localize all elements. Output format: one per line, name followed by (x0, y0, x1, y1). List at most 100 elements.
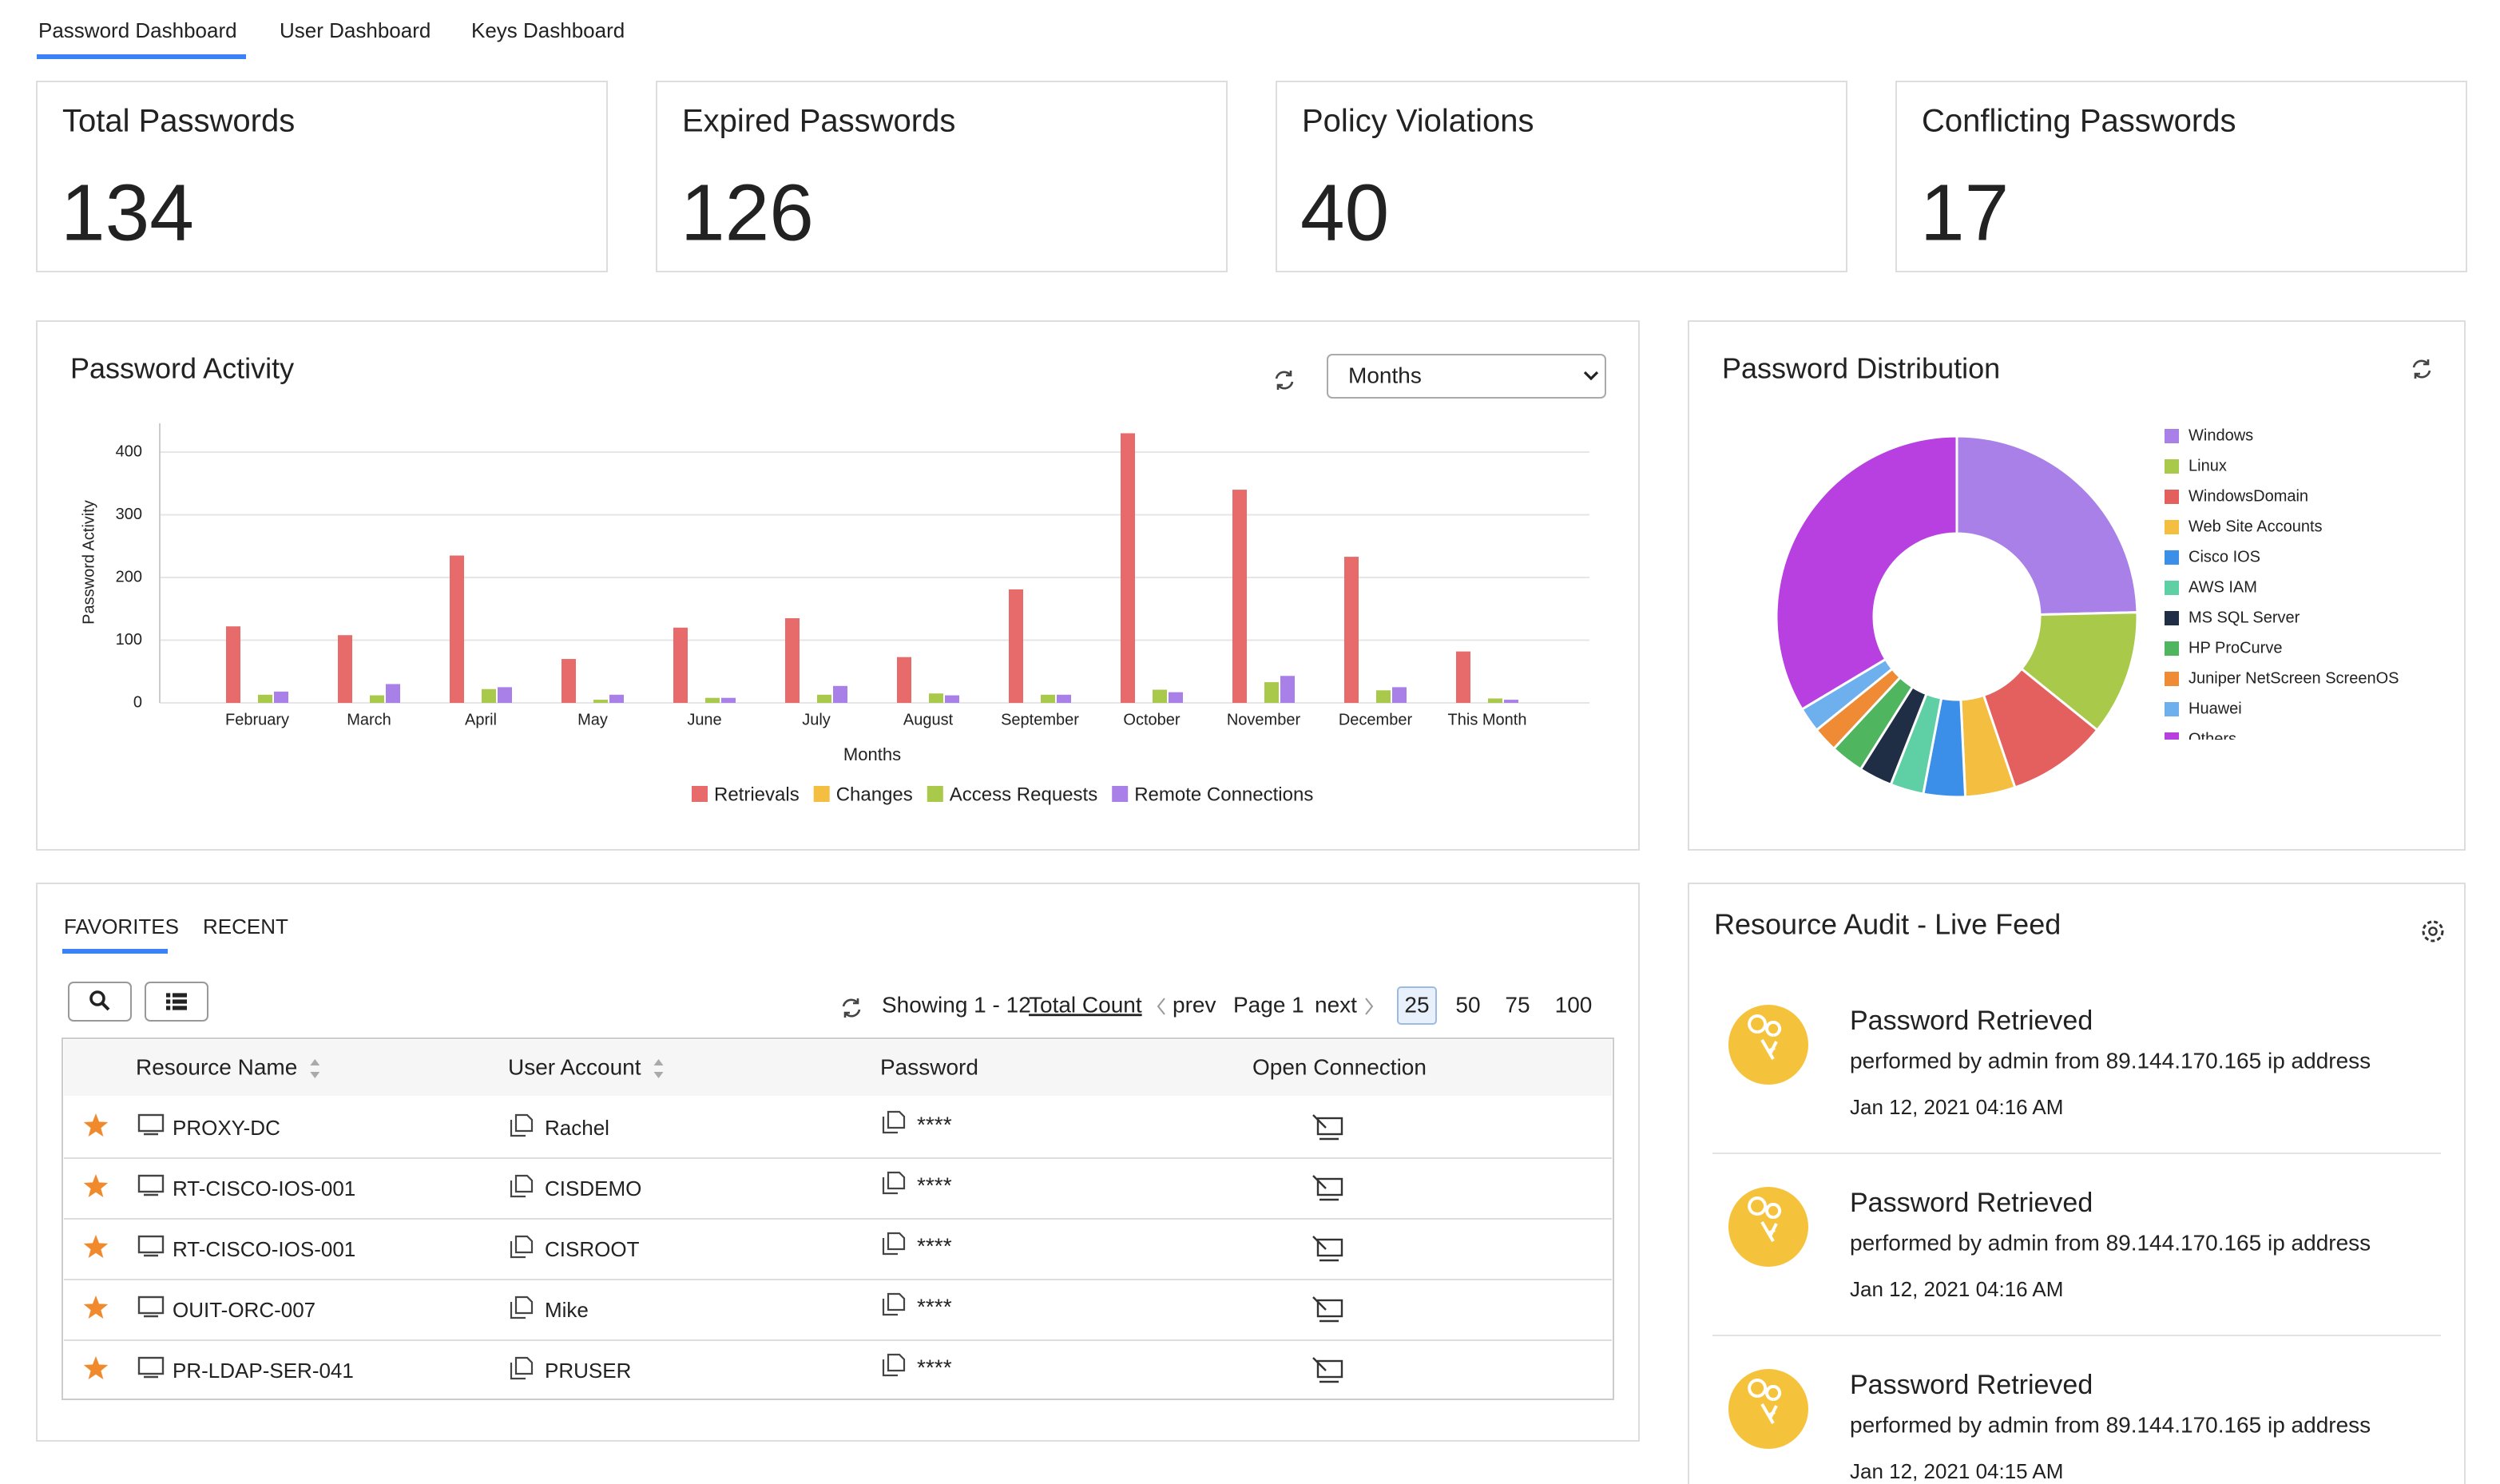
total-count-link[interactable]: Total Count (1029, 992, 1142, 1017)
copy-icon[interactable] (510, 1174, 534, 1198)
legend-swatch[interactable] (2165, 490, 2179, 504)
bar (705, 697, 720, 703)
bar (1153, 689, 1167, 703)
column-header[interactable]: Resource Name (136, 1054, 297, 1079)
legend-label[interactable]: Retrievals (714, 784, 800, 805)
page-size-option[interactable]: 50 (1455, 992, 1480, 1017)
copy-icon[interactable] (882, 1110, 906, 1134)
legend-swatch[interactable] (2165, 611, 2179, 625)
key-icon (1748, 1196, 1782, 1243)
favorite-star[interactable] (83, 1235, 109, 1258)
page-size-option[interactable]: 75 (1505, 992, 1530, 1017)
legend-swatch[interactable] (2165, 672, 2179, 686)
legend-swatch[interactable] (2165, 429, 2179, 443)
legend-swatch[interactable] (2165, 581, 2179, 595)
y-tick-label: 200 (116, 568, 142, 585)
sort-icon[interactable] (653, 1059, 664, 1078)
legend-label[interactable]: Linux (2188, 457, 2227, 474)
period-select[interactable] (1327, 354, 1606, 399)
legend-label[interactable]: Access Requests (950, 784, 1097, 805)
table-header (64, 1040, 1612, 1096)
page-size-selected (1397, 986, 1437, 1025)
refresh-icon[interactable] (2412, 359, 2431, 379)
legend-label[interactable]: Web Site Accounts (2188, 518, 2323, 535)
resource-link[interactable]: RT-CISCO-IOS-001 (173, 1237, 355, 1261)
search-icon (89, 990, 105, 1006)
page-size-option[interactable]: 100 (1555, 992, 1593, 1017)
prev-link[interactable]: prev (1173, 992, 1216, 1017)
copy-icon[interactable] (882, 1232, 906, 1256)
connection-icon[interactable] (1316, 1359, 1343, 1379)
legend-swatch[interactable] (2165, 550, 2179, 565)
connection-icon[interactable] (1316, 1117, 1343, 1136)
legend-swatch[interactable] (2165, 702, 2179, 716)
legend-label[interactable]: Changes (836, 784, 913, 805)
refresh-icon[interactable] (1275, 371, 1294, 390)
resource-link[interactable]: RT-CISCO-IOS-001 (173, 1176, 355, 1200)
bar (1376, 690, 1391, 703)
account-link[interactable]: PRUSER (545, 1359, 631, 1383)
x-tick-label: August (903, 711, 954, 728)
copy-icon[interactable] (882, 1171, 906, 1195)
bar (929, 693, 943, 703)
table-tab[interactable]: RECENT (203, 915, 288, 938)
legend-swatch[interactable] (2165, 520, 2179, 534)
resource-link[interactable]: PROXY-DC (173, 1116, 280, 1140)
legend-swatch[interactable] (2165, 732, 2179, 747)
favorite-star[interactable] (83, 1296, 109, 1319)
legend-label[interactable]: MS SQL Server (2188, 609, 2300, 626)
copy-icon[interactable] (882, 1353, 906, 1377)
copy-icon[interactable] (510, 1113, 534, 1137)
legend-label[interactable]: WindowsDomain (2188, 487, 2308, 505)
legend-swatch[interactable] (1112, 786, 1129, 802)
favorite-star[interactable] (83, 1174, 109, 1197)
page-size-option[interactable]: 25 (1404, 992, 1429, 1017)
refresh-icon[interactable] (842, 998, 861, 1018)
legend-swatch[interactable] (813, 786, 830, 802)
account-link[interactable]: Mike (545, 1298, 589, 1322)
period-select-value[interactable]: Months (1348, 363, 1422, 387)
legend-label[interactable]: AWS IAM (2188, 578, 2257, 596)
legend-label[interactable]: Huawei (2188, 700, 2242, 717)
connection-icon[interactable] (1316, 1238, 1343, 1257)
account-link[interactable]: CISDEMO (545, 1176, 641, 1200)
connection-icon[interactable] (1316, 1299, 1343, 1318)
resource-link[interactable]: PR-LDAP-SER-041 (173, 1359, 354, 1383)
panel (36, 81, 608, 272)
search-button[interactable] (68, 982, 132, 1022)
legend-label[interactable]: Windows (2188, 427, 2253, 444)
favorite-star[interactable] (83, 1356, 109, 1379)
x-tick-label: July (802, 711, 831, 728)
bar (833, 685, 847, 703)
account-link[interactable]: CISROOT (545, 1237, 640, 1261)
legend-swatch[interactable] (927, 786, 943, 802)
next-link[interactable]: next (1315, 992, 1357, 1017)
dashboard-tab[interactable]: Password Dashboard (38, 18, 237, 42)
bar (785, 618, 800, 703)
account-link[interactable]: Rachel (545, 1116, 609, 1140)
legend-label[interactable]: Remote Connections (1134, 784, 1313, 805)
settings-icon[interactable] (2422, 920, 2444, 942)
copy-icon[interactable] (882, 1292, 906, 1316)
sort-icon[interactable] (310, 1059, 320, 1078)
legend-label[interactable]: HP ProCurve (2188, 639, 2282, 657)
resource-link[interactable]: OUIT-ORC-007 (173, 1298, 315, 1322)
copy-icon[interactable] (510, 1235, 534, 1259)
copy-icon[interactable] (510, 1356, 534, 1380)
bar (1488, 698, 1502, 703)
legend-label[interactable]: Cisco IOS (2188, 548, 2260, 565)
legend-swatch[interactable] (692, 786, 708, 802)
table-tab[interactable]: FAVORITES (64, 915, 179, 938)
legend-label[interactable]: Juniper NetScreen ScreenOS (2188, 669, 2399, 687)
x-tick-label: February (225, 711, 289, 728)
x-tick-label: April (465, 711, 497, 728)
favorite-star[interactable] (83, 1113, 109, 1137)
copy-icon[interactable] (510, 1296, 534, 1319)
legend-label[interactable]: Others (2188, 730, 2236, 748)
dashboard-tab[interactable]: User Dashboard (280, 18, 431, 42)
legend-swatch[interactable] (2165, 641, 2179, 656)
column-header[interactable]: User Account (508, 1054, 641, 1079)
legend-swatch[interactable] (2165, 459, 2179, 474)
dashboard-tab[interactable]: Keys Dashboard (471, 18, 625, 42)
connection-icon[interactable] (1316, 1177, 1343, 1196)
